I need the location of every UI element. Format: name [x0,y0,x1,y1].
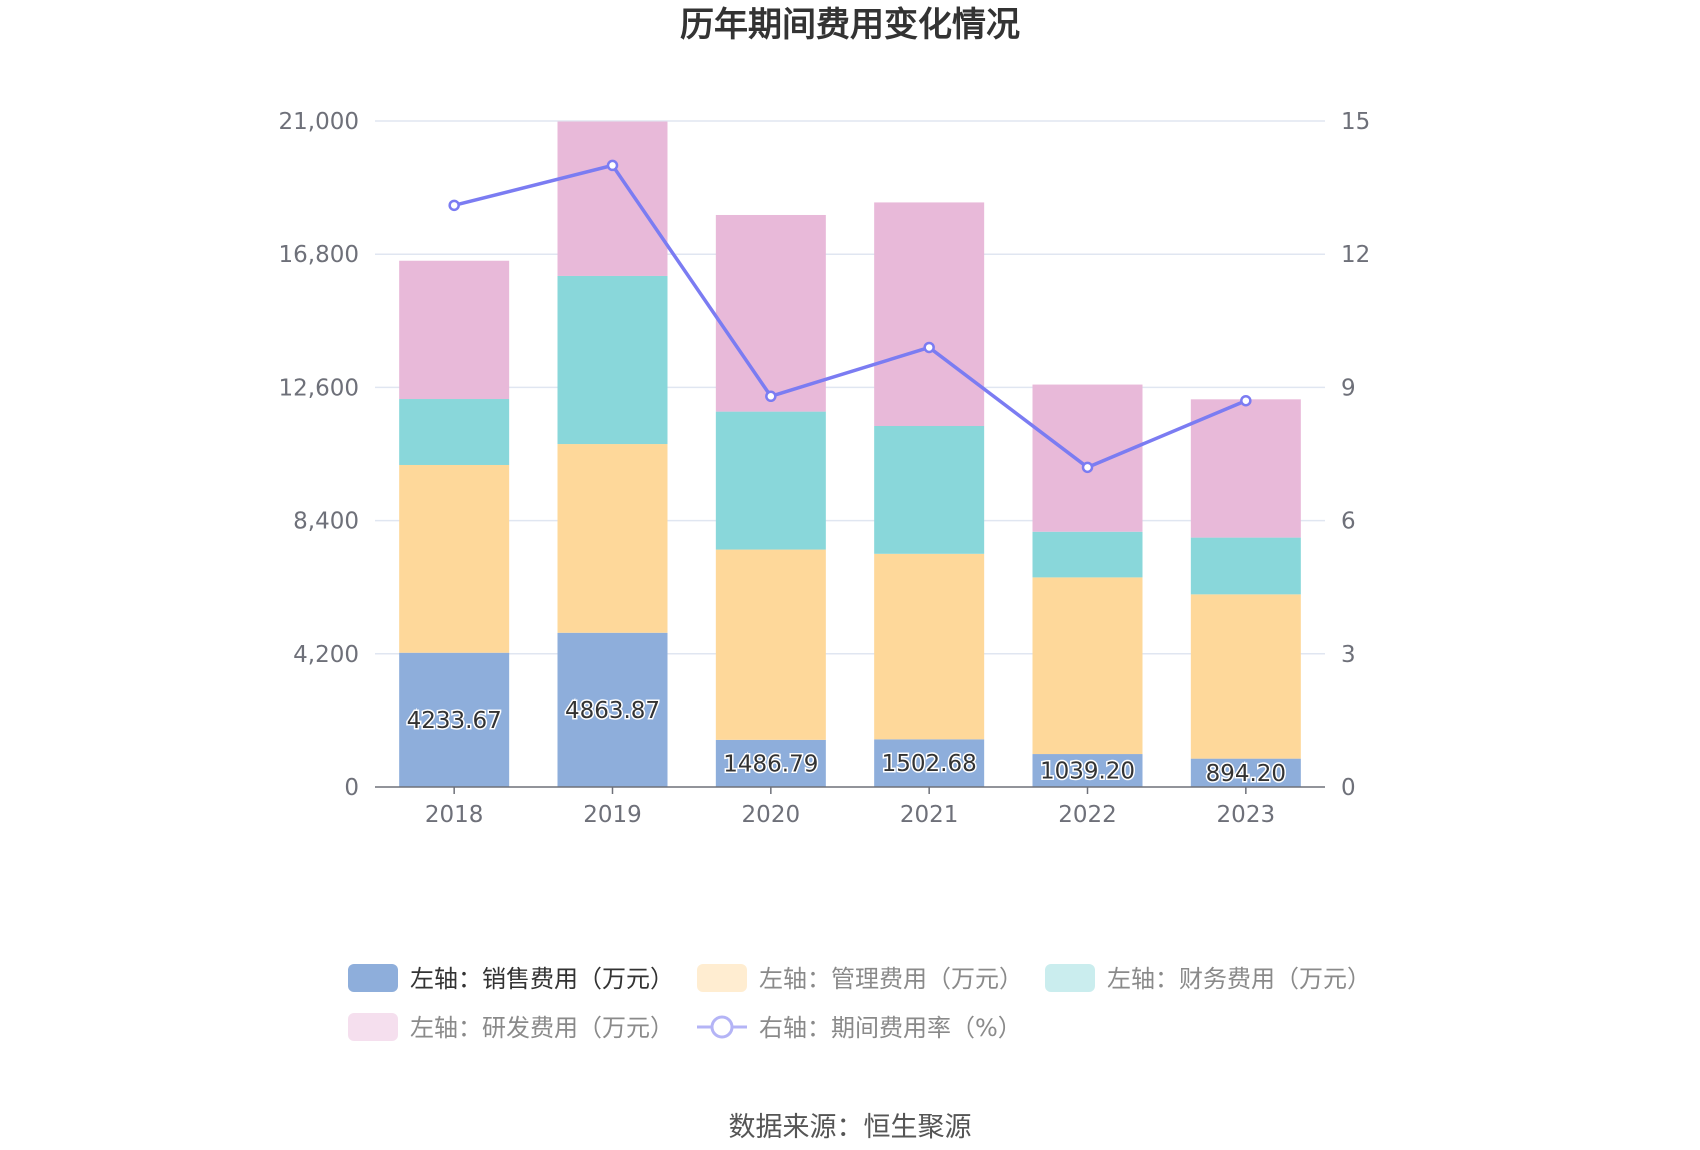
bar-segment-2 [399,399,510,465]
bar-data-label: 1039.20 [1040,759,1135,785]
bar-segment-3 [715,214,826,412]
rate-line [448,159,1252,474]
legend-label: 左轴：研发费用（万元） [410,1014,674,1042]
bar-data-label: 1502.68 [882,751,977,777]
grid [375,120,1325,655]
legend-item[interactable]: 左轴：销售费用（万元） [348,964,674,993]
axes: 0 0 4,200 3 8,400 6 12,600 9 16,800 12 21,000 15 201… [279,109,1371,828]
bar-segment-1 [715,549,826,740]
bar-segment-3 [1032,384,1143,532]
legend-label: 左轴：财务费用（万元） [1107,965,1371,993]
bar-segment-2 [1032,531,1143,578]
bar-segment-0 [715,739,826,787]
data-labels: 4233.67 4863.87 1486.79 1502.68 1039.20 894.2… [405,696,1287,788]
chart-title: 历年期间费用变化情况 [680,5,1020,45]
bar-segment-0 [1032,754,1143,787]
left-axis-tick-label: 12,600 [279,375,359,401]
x-axis-tick-label: 2023 [1217,802,1276,828]
left-axis-tick-label: 16,800 [279,242,359,268]
right-axis-tick-label: 3 [1341,642,1356,668]
rate-line-path [453,163,1247,470]
bar-segment-0 [557,632,668,787]
bar-data-label: 1486.79 [723,751,818,777]
legend-item[interactable]: 左轴：财务费用（万元） [1045,964,1371,993]
bar-segment-1 [557,444,668,633]
bar-segment-2 [874,426,985,554]
rate-point [448,199,460,212]
legend-swatch [1045,964,1095,992]
bar-data-label: 894.20 [1206,761,1286,787]
bar-segment-2 [557,275,668,445]
x-axis-tick-label: 2022 [1058,802,1117,828]
x-axis-tick-label: 2020 [742,802,801,828]
x-axis-tick-label: 2019 [583,802,642,828]
legend-label: 右轴：期间费用率（%） [759,1014,1022,1042]
bar-segment-3 [874,202,985,427]
legend-swatch [348,1013,398,1041]
bar-data-label: 4863.87 [565,698,660,724]
bar-segment-1 [874,553,985,740]
legend[interactable]: 左轴：销售费用（万元） 左轴：管理费用（万元） 左轴：财务费用（万元） 左轴：研发费用… [348,964,1371,1042]
legend-circle-icon [710,1015,734,1039]
rate-point [765,390,777,403]
rate-point [1240,394,1252,407]
rate-point [923,341,935,354]
bar-segment-2 [1190,537,1301,595]
left-axis-tick-label: 21,000 [279,109,359,135]
legend-label: 左轴：管理费用（万元） [759,965,1023,993]
left-axis-tick-label: 8,400 [293,509,359,535]
right-axis-tick-label: 15 [1341,109,1370,135]
bar-segment-3 [557,121,668,276]
right-axis-tick-label: 6 [1341,509,1356,535]
right-axis-tick-label: 12 [1341,242,1370,268]
bar-segment-0 [399,652,510,787]
right-axis-tick-label: 0 [1341,775,1356,801]
bar-segment-2 [715,411,826,550]
legend-item[interactable]: 左轴：研发费用（万元） [348,1013,674,1042]
legend-swatch [697,964,747,992]
bar-segment-0 [874,739,985,787]
x-axis-tick-label: 2018 [425,802,484,828]
bar-segment-1 [1190,594,1301,759]
x-axis-tick-label: 2021 [900,802,959,828]
legend-item[interactable]: 左轴：管理费用（万元） [697,964,1023,993]
legend-swatch [348,964,398,992]
rate-point [606,159,619,172]
bar-segment-1 [1032,577,1143,755]
bar-data-label: 4233.67 [407,708,502,734]
right-axis-tick-label: 9 [1341,375,1356,401]
left-axis-tick-label: 4,200 [293,642,359,668]
bars [399,121,1301,787]
bar-segment-1 [399,464,510,653]
legend-label: 左轴：销售费用（万元） [410,965,674,993]
legend-item[interactable]: 右轴：期间费用率（%） [697,1014,1022,1042]
bar-segment-0 [1190,758,1301,787]
rate-point [1081,461,1094,474]
left-axis-tick-label: 0 [344,775,359,801]
bar-segment-3 [399,260,510,400]
data-source: 数据来源：恒生聚源 [729,1112,972,1143]
bar-segment-3 [1190,399,1301,538]
